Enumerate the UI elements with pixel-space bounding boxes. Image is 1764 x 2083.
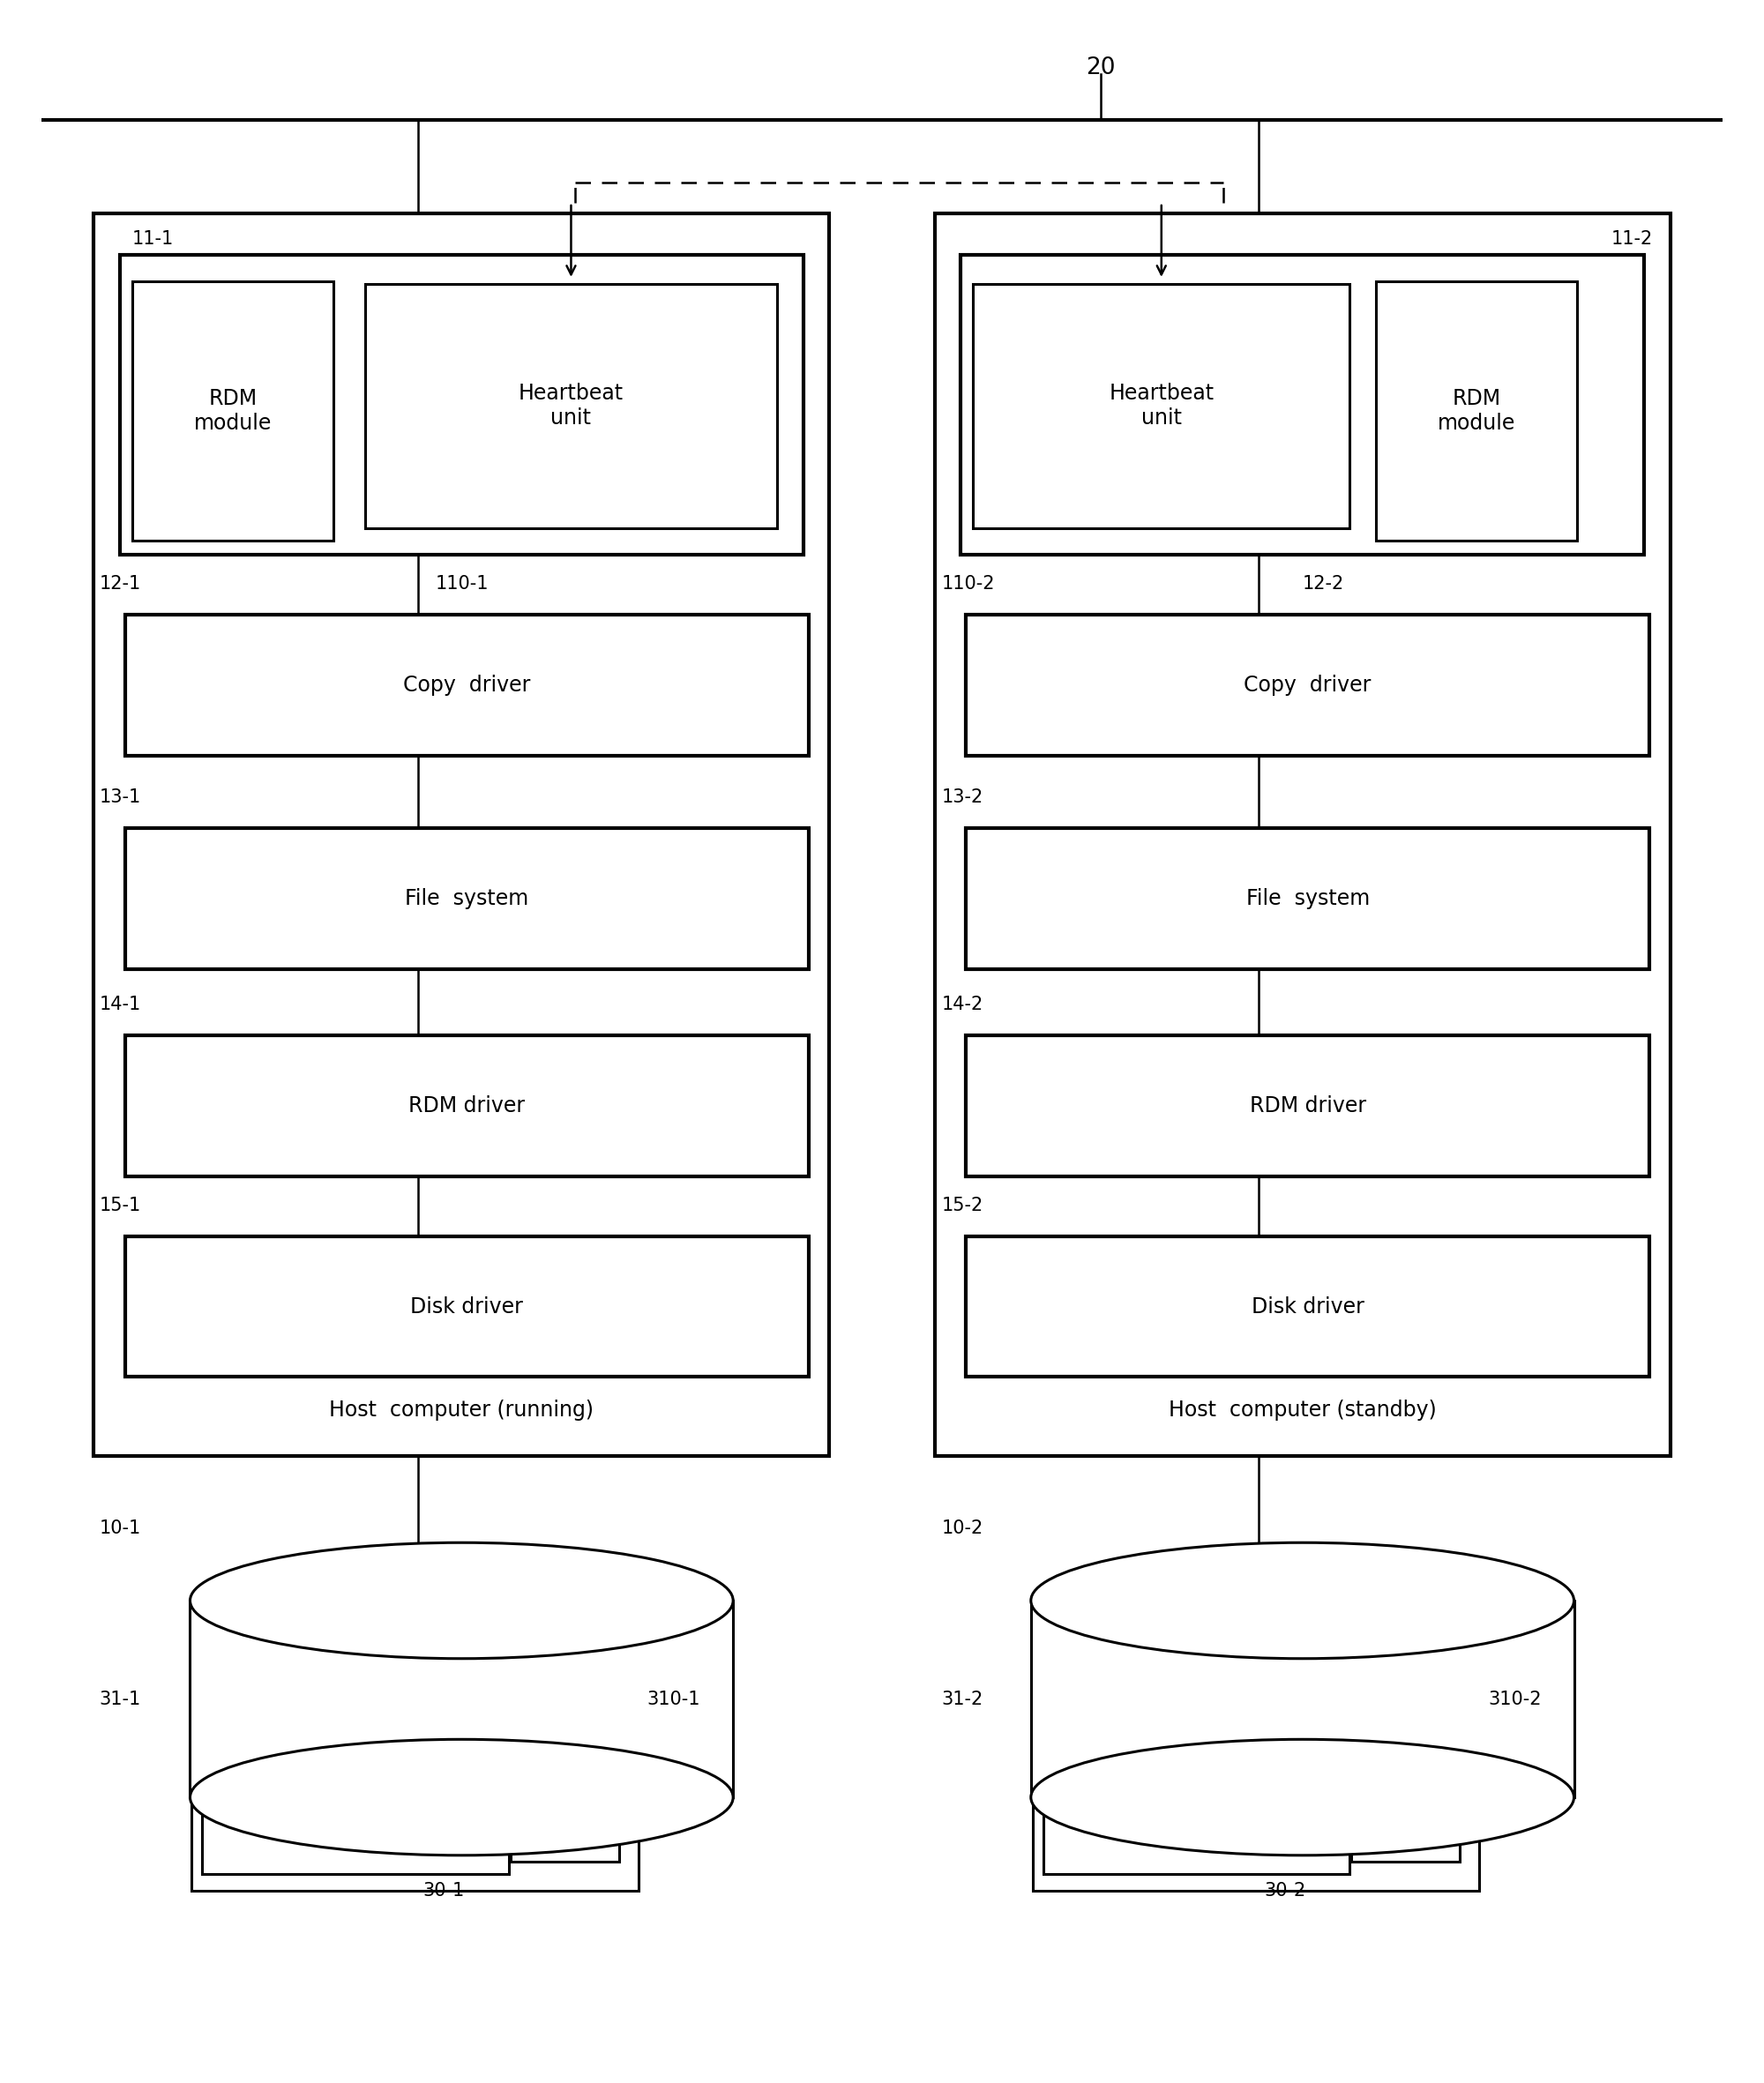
Text: Disk: Disk — [1281, 1762, 1325, 1783]
Text: 13-2: 13-2 — [942, 787, 983, 806]
Text: 31-2: 31-2 — [942, 1689, 983, 1708]
Bar — [967, 1235, 1649, 1377]
Ellipse shape — [1030, 1544, 1573, 1658]
Bar — [967, 829, 1649, 969]
Text: 12-1: 12-1 — [99, 575, 141, 594]
Ellipse shape — [1030, 1739, 1573, 1856]
Bar — [125, 1035, 808, 1177]
Text: FS
management
information: FS management information — [295, 1760, 416, 1818]
Bar — [1030, 1600, 1573, 1798]
Text: Disk driver: Disk driver — [1251, 1296, 1364, 1316]
Text: File  system: File system — [1245, 887, 1369, 908]
Bar — [125, 1235, 808, 1377]
Bar — [1043, 1704, 1349, 1875]
Text: BMT: BMT — [1387, 1783, 1425, 1800]
Bar — [967, 1035, 1649, 1177]
Text: BMT: BMT — [545, 1783, 586, 1800]
Text: RDM
module: RDM module — [194, 387, 272, 433]
Bar — [365, 283, 776, 527]
Text: Host  computer (standby): Host computer (standby) — [1168, 1400, 1436, 1421]
Text: Host  computer (running): Host computer (running) — [330, 1400, 594, 1421]
Bar — [1032, 1687, 1480, 1891]
Text: 110-2: 110-2 — [942, 575, 995, 594]
Text: 15-1: 15-1 — [99, 1196, 141, 1214]
Text: Heartbeat
unit: Heartbeat unit — [519, 383, 624, 429]
Text: File  system: File system — [406, 887, 529, 908]
Text: Heartbeat
unit: Heartbeat unit — [1110, 383, 1214, 429]
Text: 14-2: 14-2 — [942, 996, 983, 1012]
Text: 14-1: 14-1 — [99, 996, 141, 1012]
Bar — [191, 1600, 734, 1798]
Text: 10-2: 10-2 — [942, 1519, 983, 1537]
Text: Disk driver: Disk driver — [411, 1296, 524, 1316]
Text: 11-1: 11-1 — [132, 229, 175, 248]
Text: Copy  driver: Copy driver — [1244, 675, 1371, 696]
Text: 10-1: 10-1 — [99, 1519, 141, 1537]
Text: 310-1: 310-1 — [647, 1689, 700, 1708]
Text: 30-2: 30-2 — [1265, 1881, 1305, 1900]
Text: 12-2: 12-2 — [1302, 575, 1344, 594]
Bar — [935, 212, 1671, 1456]
Text: 20: 20 — [1087, 56, 1117, 79]
Bar — [120, 254, 803, 554]
Bar — [961, 254, 1644, 554]
Bar — [93, 212, 829, 1456]
Text: RDM driver: RDM driver — [409, 1096, 526, 1116]
Text: RDM
module: RDM module — [1438, 387, 1515, 433]
Text: 310-2: 310-2 — [1489, 1689, 1542, 1708]
Bar — [125, 829, 808, 969]
Ellipse shape — [191, 1739, 734, 1856]
Bar — [1351, 1721, 1461, 1862]
Text: 15-2: 15-2 — [942, 1196, 983, 1214]
Text: 30-1: 30-1 — [423, 1881, 466, 1900]
Text: Disk: Disk — [439, 1762, 483, 1783]
Text: 31-1: 31-1 — [99, 1689, 141, 1708]
Bar — [1376, 281, 1577, 539]
Bar — [510, 1721, 619, 1862]
Bar — [967, 614, 1649, 756]
Text: 110-1: 110-1 — [436, 575, 489, 594]
Text: 11-2: 11-2 — [1611, 229, 1653, 248]
Text: 13-1: 13-1 — [99, 787, 141, 806]
Text: FS
management
information: FS management information — [1134, 1760, 1258, 1818]
Text: Copy  driver: Copy driver — [404, 675, 531, 696]
Text: RDM driver: RDM driver — [1249, 1096, 1365, 1116]
Bar — [974, 283, 1349, 527]
Bar — [125, 614, 808, 756]
Bar — [203, 1704, 508, 1875]
Bar — [132, 281, 333, 539]
Bar — [192, 1687, 639, 1891]
Ellipse shape — [191, 1544, 734, 1658]
